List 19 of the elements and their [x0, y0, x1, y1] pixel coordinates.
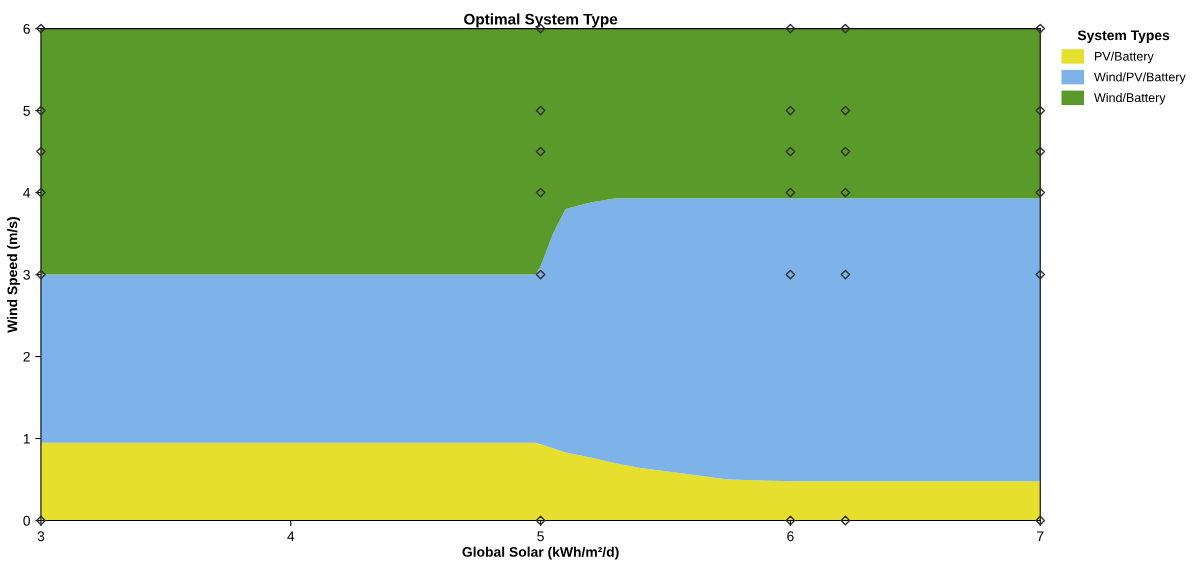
x-tick-label: 4 [287, 531, 295, 541]
y-tick-label: 4 [23, 188, 31, 198]
legend-title: System Types [1077, 30, 1170, 43]
x-tick-label: 6 [787, 531, 794, 542]
x-axis-title: Global Solar (kWh/m²/d) [462, 546, 619, 560]
y-tick-label: 1 [23, 434, 30, 444]
y-axis-title: Wind Speed (m/s) [7, 217, 21, 333]
y-tick-label: 0 [23, 515, 30, 526]
legend-label: Wind/PV/Battery [1094, 72, 1186, 84]
chart-title: Optimal System Type [464, 13, 618, 28]
legend-label: Wind/Battery [1094, 92, 1166, 105]
y-tick-label: 2 [23, 351, 30, 362]
x-tick-label: 5 [537, 531, 544, 542]
x-tick-label: 3 [37, 531, 45, 542]
y-tick-label: 6 [23, 23, 30, 34]
legend-label: PV/Battery [1095, 51, 1154, 64]
x-tick-label: 7 [1037, 531, 1044, 541]
y-tick-label: 5 [23, 106, 30, 116]
y-tick-label: 3 [23, 269, 30, 280]
